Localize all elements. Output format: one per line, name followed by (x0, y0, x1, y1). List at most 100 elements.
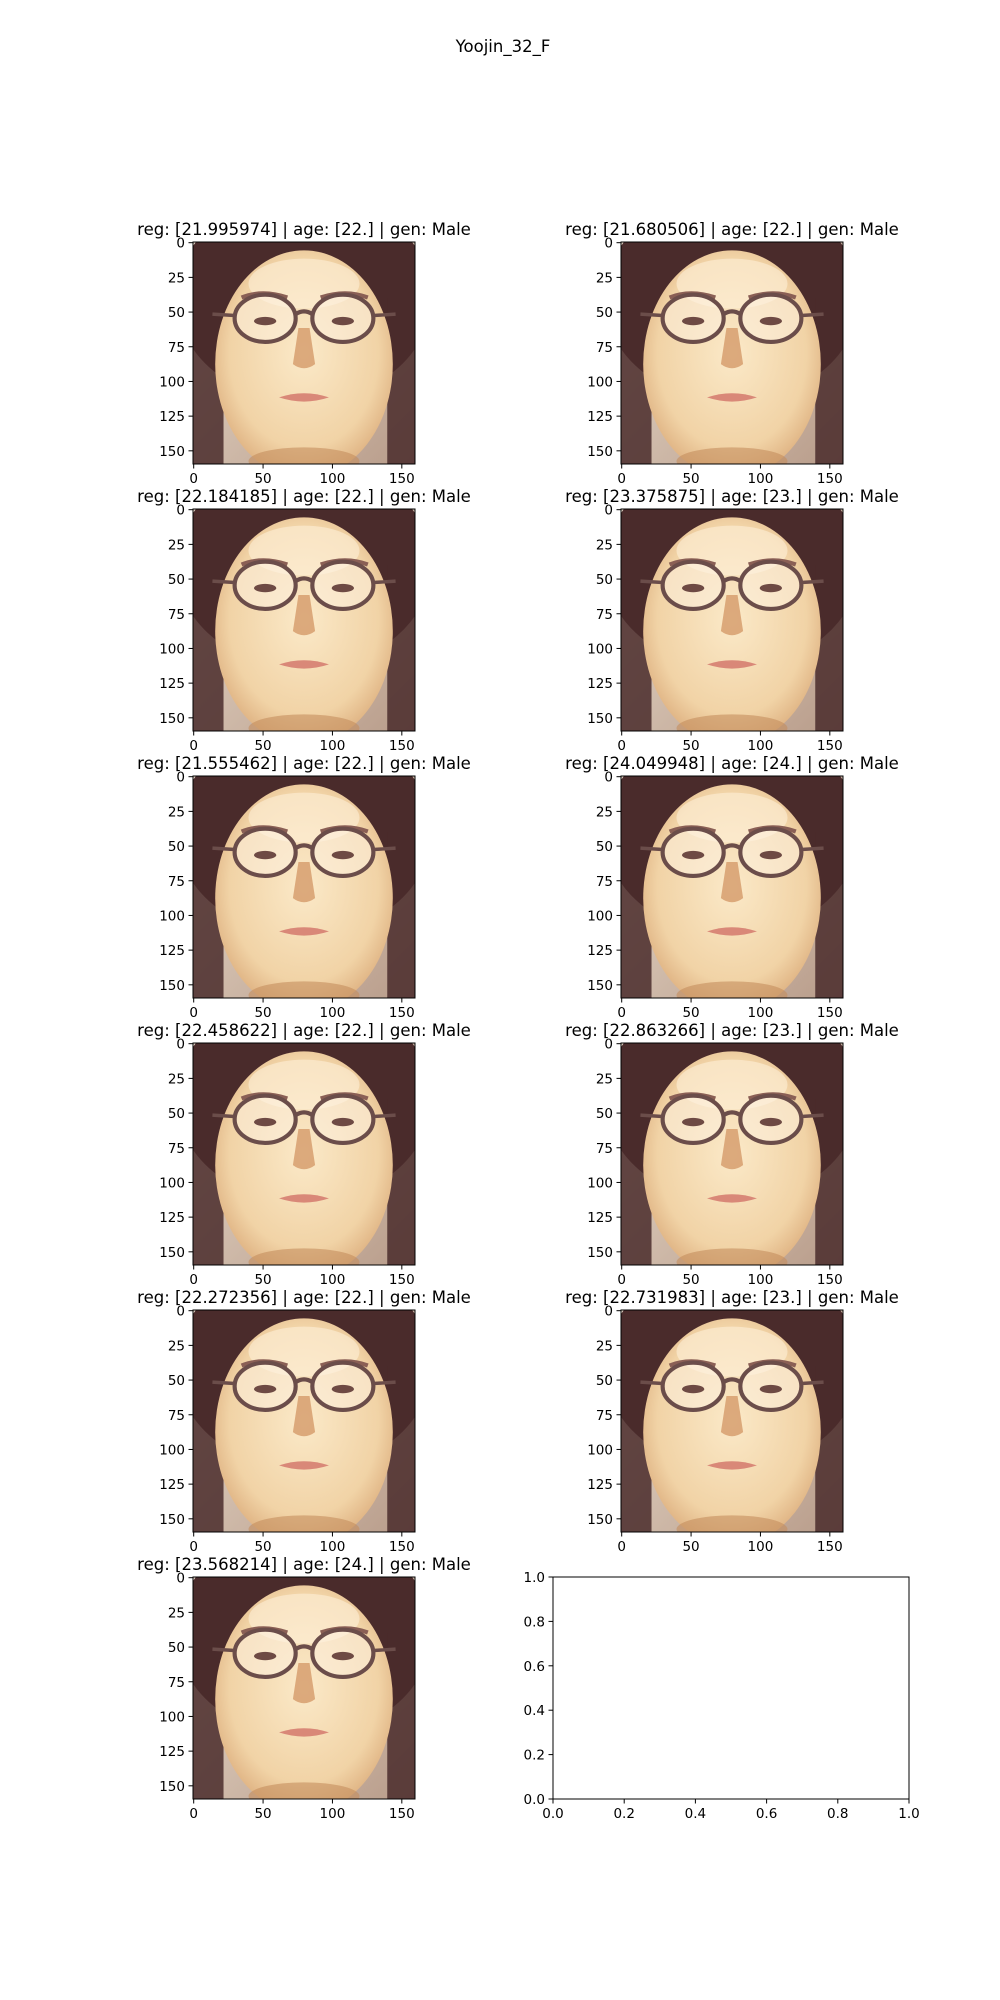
hair-right-shape (815, 1098, 843, 1265)
left-eye (682, 1117, 705, 1127)
subplot-title: reg: [22.272356] | age: [22.] | gen: Mal… (137, 1288, 471, 1307)
axes-frame (620, 241, 844, 465)
glasses-bridge (294, 576, 314, 583)
glasses-left-arm (212, 1647, 235, 1653)
subplot-11: reg: [23.568214] | age: [24.] | gen: Mal… (137, 1555, 471, 1822)
x-tick-label: 150 (389, 1539, 415, 1555)
y-tick-label: 50 (596, 1373, 613, 1389)
glasses-bridge (722, 1110, 742, 1117)
y-tick-label: 100 (587, 1175, 613, 1191)
x-tick-label: 50 (254, 738, 271, 754)
right-eye (759, 583, 782, 593)
subplot-title: reg: [22.184185] | age: [22.] | gen: Mal… (137, 487, 471, 506)
y-tick-label: 125 (159, 943, 185, 959)
hair-right-shape (815, 1365, 843, 1532)
right-eye (331, 1384, 354, 1394)
face-image (193, 242, 415, 464)
face-image (193, 509, 415, 731)
subplot-7: reg: [22.458622] | age: [22.] | gen: Mal… (137, 1021, 471, 1288)
x-tick-label: 100 (320, 1539, 346, 1555)
y-tick-label: 0 (176, 1571, 185, 1587)
x-tick-label: 150 (389, 1272, 415, 1288)
y-tick-label: 50 (168, 572, 185, 588)
x-tick-label: 150 (817, 1005, 843, 1021)
x-tick-label: 50 (254, 1539, 271, 1555)
x-tick-label: 50 (254, 1272, 271, 1288)
x-tick-label: 0 (189, 738, 198, 754)
x-tick-label: 1.0 (898, 1806, 919, 1822)
left-eye (682, 316, 705, 326)
mouth-shape (707, 660, 757, 669)
hair-right-shape (387, 1632, 415, 1799)
glasses-bridge (722, 1377, 742, 1384)
y-tick-label: 50 (168, 839, 185, 855)
chin-shadow (248, 447, 360, 464)
x-tick-label: 100 (748, 1005, 774, 1021)
right-eye (331, 1651, 354, 1661)
x-tick-label: 100 (748, 738, 774, 754)
glasses-right-arm (801, 1113, 824, 1119)
glasses-bridge (294, 309, 314, 316)
mouth-shape (707, 927, 757, 936)
x-tick-label: 150 (389, 1005, 415, 1021)
glasses-left-arm (640, 1380, 663, 1386)
glasses-bridge (722, 576, 742, 583)
hair-right-shape (387, 831, 415, 998)
y-tick-label: 25 (596, 1071, 613, 1087)
glasses-right-arm (373, 579, 396, 585)
glasses-right-arm (801, 846, 824, 852)
y-tick-label: 0.4 (524, 1703, 545, 1719)
y-tick-label: 25 (596, 1338, 613, 1354)
x-tick-label: 100 (320, 471, 346, 487)
subplot-title: reg: [22.458622] | age: [22.] | gen: Mal… (137, 1021, 471, 1040)
y-tick-label: 0 (176, 503, 185, 519)
glasses-left-arm (212, 1113, 235, 1119)
glasses-left-arm (640, 312, 663, 318)
x-tick-label: 150 (817, 738, 843, 754)
x-tick-label: 150 (817, 1539, 843, 1555)
y-tick-label: 125 (587, 1210, 613, 1226)
x-tick-label: 0 (617, 1272, 626, 1288)
y-tick-label: 50 (168, 1373, 185, 1389)
y-tick-label: 100 (587, 641, 613, 657)
y-tick-label: 150 (159, 978, 185, 994)
subplot-12: 0.0 0.2 0.4 0.6 0.8 1.0 0.0 0.2 0.4 0.6 0.8 1.0 (524, 1570, 920, 1822)
left-eye (254, 583, 277, 593)
subplot-9: reg: [22.272356] | age: [22.] | gen: Mal… (137, 1288, 471, 1555)
glasses-right-arm (373, 846, 396, 852)
y-tick-label: 75 (596, 1408, 613, 1424)
right-eye (759, 1117, 782, 1127)
nose-shape (720, 595, 744, 636)
nose-shape (720, 862, 744, 903)
y-tick-label: 125 (159, 1477, 185, 1493)
subplot-title: reg: [21.995974] | age: [22.] | gen: Mal… (137, 220, 471, 239)
subplot-title: reg: [23.568214] | age: [24.] | gen: Mal… (137, 1555, 471, 1574)
y-tick-label: 150 (587, 444, 613, 460)
y-tick-label: 125 (587, 943, 613, 959)
hair-right-shape (387, 297, 415, 464)
glasses-left-arm (640, 579, 663, 585)
y-tick-label: 100 (587, 374, 613, 390)
face-image (193, 1310, 415, 1532)
x-tick-label: 50 (254, 1806, 271, 1822)
chin-shadow (676, 1515, 788, 1532)
glasses-right-arm (801, 1380, 824, 1386)
x-tick-label: 150 (389, 1806, 415, 1822)
glasses-right-arm (373, 1113, 396, 1119)
x-tick-label: 50 (682, 1539, 699, 1555)
x-tick-label: 100 (320, 738, 346, 754)
glasses-left-arm (640, 1113, 663, 1119)
glasses-right-arm (373, 1380, 396, 1386)
glasses-bridge (722, 843, 742, 850)
y-tick-label: 50 (168, 1640, 185, 1656)
nose-shape (292, 595, 316, 636)
axes-frame (192, 241, 416, 465)
left-eye (682, 583, 705, 593)
y-tick-label: 0 (604, 236, 613, 252)
y-tick-label: 50 (596, 572, 613, 588)
x-tick-label: 100 (320, 1272, 346, 1288)
subplot-title: reg: [21.680506] | age: [22.] | gen: Mal… (565, 220, 899, 239)
mouth-shape (279, 1728, 329, 1737)
glasses-bridge (294, 1377, 314, 1384)
chin-shadow (676, 981, 788, 998)
